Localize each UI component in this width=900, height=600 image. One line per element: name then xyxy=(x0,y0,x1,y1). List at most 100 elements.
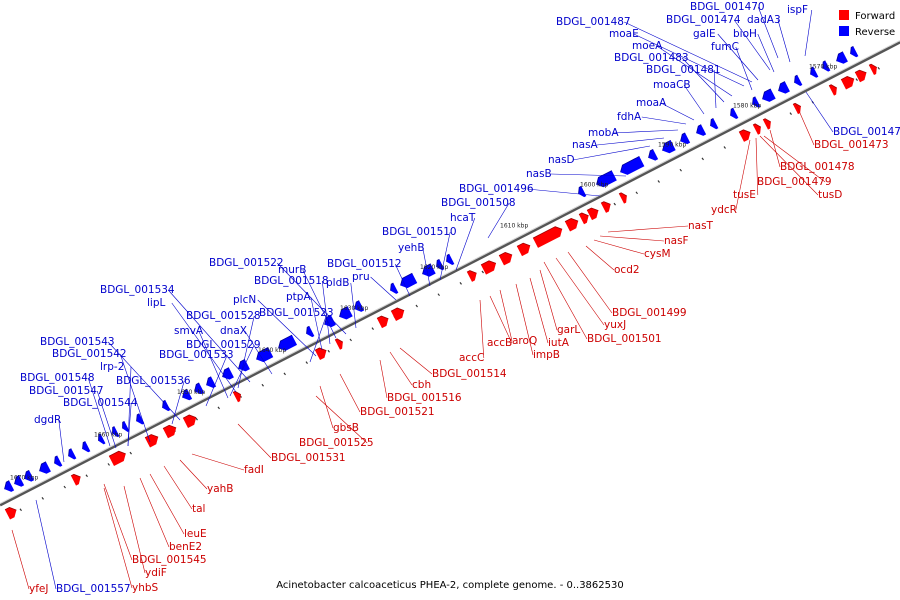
gene-glyph-edge xyxy=(596,170,612,185)
reverse-gene-label: plcN xyxy=(233,294,256,306)
forward-gene-glyph xyxy=(752,123,761,135)
gene-glyph-edge xyxy=(586,207,599,212)
gene-glyph-edge xyxy=(390,282,394,291)
reverse-gene-label: BDGL_001512 xyxy=(327,258,402,270)
forward-gene-glyph xyxy=(70,474,81,486)
backbone-dash xyxy=(349,338,352,342)
scale-tick-label: 1580 kbp xyxy=(733,103,761,110)
reverse-gene-leader-line xyxy=(681,57,725,103)
forward-gene-label: fadI xyxy=(244,464,264,476)
reverse-gene-label: BDGL_001474 xyxy=(666,14,741,26)
forward-gene-label: yahB xyxy=(207,483,234,495)
forward-gene-label: cysM xyxy=(644,248,671,260)
forward-gene-glyph xyxy=(738,129,751,142)
reverse-gene-leader-line xyxy=(198,330,229,399)
reverse-gene-label: BDGL_001496 xyxy=(459,183,534,195)
reverse-gene-label: smvA xyxy=(174,325,204,337)
backbone-dash xyxy=(283,372,286,376)
reverse-gene-leader-line xyxy=(107,341,181,421)
reverse-gene-leader-line xyxy=(487,202,510,239)
reverse-gene-label: BDGL_001548 xyxy=(20,372,95,384)
reverse-gene-label: dnaX xyxy=(220,325,247,337)
genome-caption: Acinetobacter calcoaceticus PHEA-2, comp… xyxy=(276,580,624,591)
gene-glyph-edge xyxy=(620,156,640,173)
reverse-gene-label: BDGL_001542 xyxy=(52,348,127,360)
reverse-gene-leader-line xyxy=(257,299,317,357)
backbone-dash xyxy=(481,270,484,274)
reverse-gene-glyph xyxy=(778,81,790,94)
reverse-gene-label: moaE xyxy=(609,28,639,40)
forward-gene-glyph xyxy=(564,218,579,232)
forward-gene-glyph xyxy=(792,103,801,115)
backbone-dash xyxy=(613,202,616,206)
forward-gene-label: iutA xyxy=(548,337,570,349)
reverse-gene-label: mobA xyxy=(588,127,619,139)
forward-gene-leader-line xyxy=(179,459,208,490)
reverse-gene-label: BDGL_001534 xyxy=(100,284,175,296)
forward-gene-glyph xyxy=(334,338,343,350)
reverse-gene-leader-line xyxy=(455,217,476,271)
reverse-gene-glyph xyxy=(14,475,25,487)
gene-glyph-edge xyxy=(278,334,293,349)
forward-gene-leader-line xyxy=(499,289,513,342)
gene-glyph-edge xyxy=(14,475,20,485)
reverse-gene-glyph xyxy=(4,480,15,492)
reverse-gene-label: BDGL_001487 xyxy=(556,16,631,28)
reverse-gene-glyph xyxy=(354,300,365,312)
forward-gene-label: yhbS xyxy=(132,582,159,594)
forward-gene-glyph xyxy=(854,70,867,83)
reverse-gene-glyph xyxy=(122,421,130,432)
forward-gene-glyph xyxy=(618,192,627,204)
forward-gene-label: BDGL_001499 xyxy=(612,307,687,319)
forward-gene-label: BDGL_001514 xyxy=(432,368,507,380)
reverse-gene-label: BDGL_001529 xyxy=(186,339,261,351)
backbone-line xyxy=(0,40,900,507)
forward-gene-leader-line xyxy=(379,359,388,399)
forward-gene-label: benE2 xyxy=(169,541,202,553)
reverse-gene-label: BDGL_001481 xyxy=(646,64,721,76)
scale-tick-label: 1630 kbp xyxy=(340,305,368,312)
gene-glyph-edge xyxy=(680,132,686,142)
backbone-dash xyxy=(723,146,726,149)
reverse-gene-leader-line xyxy=(757,6,779,59)
backbone-dash xyxy=(679,168,682,172)
gene-glyph-edge xyxy=(498,251,513,256)
reverse-gene-glyph xyxy=(680,132,691,145)
reverse-gene-label: BDGL_001508 xyxy=(441,197,516,209)
forward-gene-label: cbh xyxy=(412,379,431,391)
reverse-gene-leader-line xyxy=(350,282,357,329)
reverse-gene-leader-line xyxy=(683,84,705,115)
backbone-dash xyxy=(459,281,462,285)
gene-glyph-edge xyxy=(648,148,654,158)
reverse-gene-glyph xyxy=(730,108,739,119)
reverse-gene-label: murB xyxy=(278,264,306,276)
reverse-gene-label: fumC xyxy=(711,41,739,53)
reverse-gene-label: BDGL_001543 xyxy=(40,336,115,348)
gene-glyph-edge xyxy=(710,117,714,127)
scale-tick-label: 1610 kbp xyxy=(500,223,528,230)
forward-gene-glyph xyxy=(232,391,241,403)
reverse-gene-label: moeA xyxy=(632,40,663,52)
reverse-gene-label: BDGL_001522 xyxy=(209,257,284,269)
reverse-gene-label: BDGL_001523 xyxy=(259,307,334,319)
gene-glyph-edge xyxy=(662,139,671,151)
gene-glyph-edge xyxy=(752,123,762,128)
reverse-gene-glyph xyxy=(822,60,831,72)
reverse-gene-glyph xyxy=(810,66,819,78)
gene-glyph-edge xyxy=(232,390,242,395)
gene-glyph-edge xyxy=(238,358,246,369)
forward-gene-label: impB xyxy=(533,349,560,361)
gene-glyph-edge xyxy=(390,307,405,312)
gene-glyph-edge xyxy=(466,270,477,274)
gene-glyph-edge xyxy=(868,63,878,68)
gene-glyph-edge xyxy=(840,76,855,81)
forward-gene-leader-line xyxy=(769,129,781,168)
forward-gene-glyph xyxy=(578,212,589,225)
reverse-gene-leader-line xyxy=(633,33,745,87)
forward-gene-label: BDGL_001473 xyxy=(814,139,889,151)
legend-reverse-swatch xyxy=(839,26,849,36)
reverse-gene-leader-line xyxy=(624,21,753,83)
reverse-gene-leader-line xyxy=(87,377,111,447)
reverse-gene-leader-line xyxy=(321,280,331,345)
reverse-gene-label: BDGL_001557 xyxy=(56,583,131,595)
